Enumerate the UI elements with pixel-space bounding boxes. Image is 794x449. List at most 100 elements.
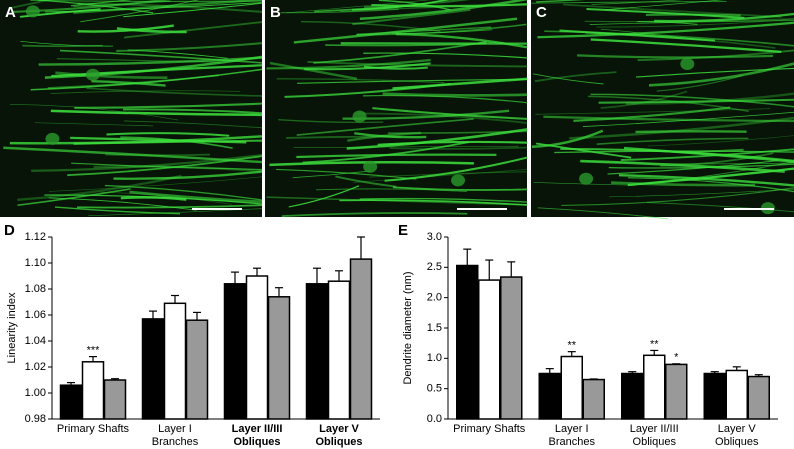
dendrite — [660, 152, 774, 167]
bar — [643, 354, 666, 420]
y-tick-label: 1.0 — [427, 352, 442, 364]
dendrite — [44, 55, 263, 79]
dendrite — [581, 160, 794, 165]
dendrite — [648, 62, 794, 87]
dendrite — [74, 102, 263, 109]
dendrite — [17, 174, 182, 202]
dendrite — [292, 170, 371, 179]
dendrite — [281, 212, 468, 217]
dendrite — [123, 21, 263, 39]
bar — [703, 372, 726, 420]
dendrite — [537, 21, 794, 39]
dendrite — [55, 71, 168, 80]
dendrite — [266, 58, 431, 70]
dendrite — [12, 0, 173, 13]
dendrite — [17, 188, 131, 206]
bar — [185, 319, 209, 420]
dendrite — [363, 94, 528, 104]
dendrite — [635, 130, 747, 134]
dendrite — [20, 40, 114, 47]
dendrite — [302, 141, 470, 164]
dendrite — [377, 140, 528, 146]
dendrite — [127, 49, 228, 59]
x-tick-label-box: Layer II/III Obliques — [630, 423, 679, 448]
x-tick-label-box: Layer I Branches — [549, 423, 595, 448]
bar — [747, 375, 770, 420]
bar — [103, 379, 127, 420]
x-tick-label-box: Primary Shafts — [57, 423, 129, 435]
dendrite — [533, 182, 628, 186]
dendrite — [584, 18, 794, 23]
bar — [500, 276, 523, 420]
x-tick-label-box: Layer I Branches — [152, 423, 198, 448]
bar — [560, 355, 583, 420]
dendrite — [129, 190, 263, 204]
dendrite — [70, 0, 133, 7]
dendrite — [532, 73, 604, 85]
bar — [725, 369, 748, 420]
dendrite — [590, 38, 782, 54]
dendrite — [543, 115, 794, 123]
dendrite — [561, 187, 794, 207]
y-tick-label: 0.5 — [427, 383, 442, 395]
panel-label: C — [536, 4, 547, 21]
dendrite — [38, 56, 263, 66]
micrograph-background — [265, 0, 527, 217]
x-tick-label: Layer II/III Obliques — [231, 423, 283, 448]
y-tick-label: 1.08 — [25, 283, 46, 295]
dendrite — [293, 17, 518, 44]
dendrite — [106, 132, 230, 137]
dendrite — [296, 153, 497, 159]
x-tick-label: Layer V Obliques — [315, 423, 363, 448]
dendrite — [278, 119, 384, 123]
bar — [456, 264, 479, 420]
y-tick-label: 2.0 — [427, 292, 442, 304]
dendrite — [93, 165, 263, 173]
y-axis-label: Linearity index — [6, 292, 18, 363]
dendrite — [536, 0, 586, 3]
dendrite — [363, 52, 528, 59]
dendrite — [591, 0, 684, 5]
dendrite — [105, 153, 211, 157]
bar — [141, 318, 165, 420]
dendrite — [378, 0, 451, 11]
soma — [579, 172, 594, 185]
dendrite — [535, 142, 632, 159]
dendrite — [80, 0, 200, 23]
dendrite — [609, 188, 794, 198]
x-tick-label-box: Layer V Obliques — [715, 423, 759, 448]
y-tick-label: 1.10 — [25, 257, 46, 269]
panel-label: D — [4, 222, 15, 239]
dendrite — [307, 60, 528, 68]
dendrite — [335, 175, 397, 188]
y-tick-label: 1.04 — [25, 335, 46, 347]
dendrite — [646, 148, 744, 153]
y-tick-label: 1.02 — [25, 361, 46, 373]
bar — [349, 258, 373, 420]
dendrite — [535, 108, 771, 115]
dendrite — [297, 78, 528, 84]
panel-label: E — [398, 222, 408, 239]
dendrite — [389, 146, 528, 150]
dendrite — [293, 145, 519, 148]
bar — [665, 363, 688, 420]
dendrite — [607, 159, 779, 175]
dendrite — [54, 206, 181, 215]
dendrite — [315, 188, 468, 193]
x-tick-label: Layer V Obliques — [715, 423, 759, 448]
soma — [352, 110, 367, 123]
bar — [305, 283, 329, 420]
dendrite — [625, 92, 794, 105]
dendrite — [276, 168, 417, 180]
y-axis-label: Dendrite diameter (nm) — [402, 271, 414, 384]
dendrite — [384, 156, 528, 182]
dendrite — [620, 148, 794, 162]
significance-label: *** — [87, 345, 101, 357]
dendrite — [296, 118, 474, 136]
bar — [245, 275, 269, 420]
soma — [85, 68, 100, 81]
x-tick-label: Primary Shafts — [453, 423, 526, 435]
dendrite — [392, 77, 528, 90]
dendrite — [372, 107, 528, 120]
